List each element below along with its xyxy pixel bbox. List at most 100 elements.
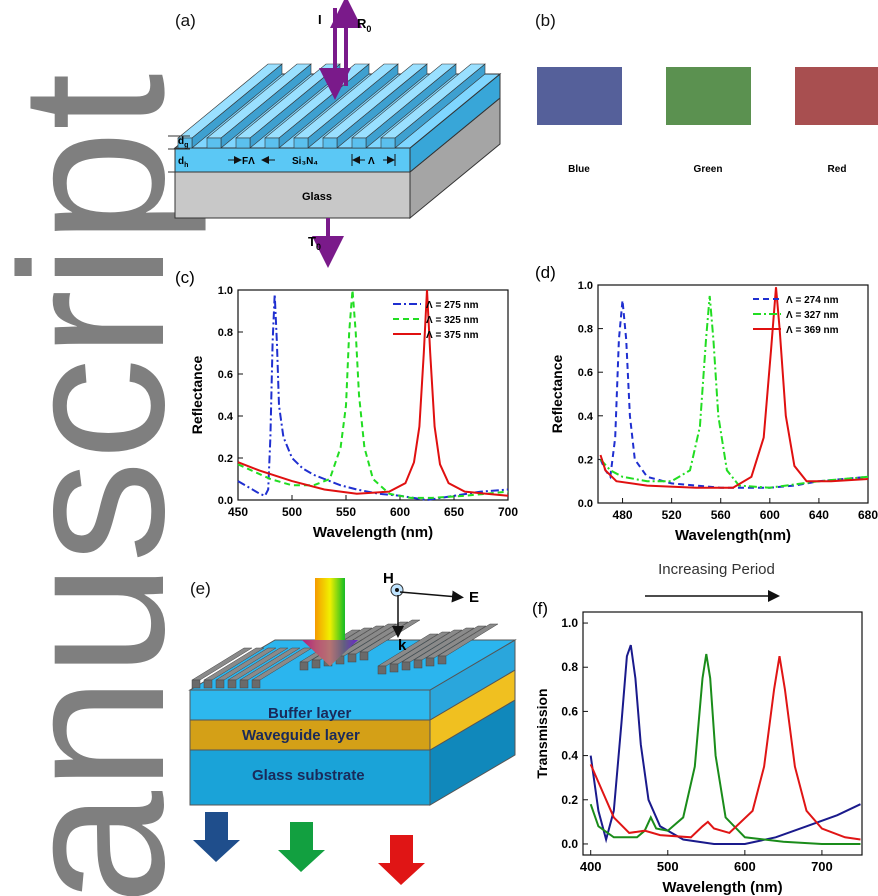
grating-bar-front: [239, 679, 249, 689]
series-line: [237, 289, 509, 497]
grating-bar-front: [425, 657, 435, 667]
fill-factor-label: FΛ: [242, 156, 255, 167]
grating-bar-front: [437, 655, 447, 665]
incident-label: I: [318, 12, 322, 27]
color-swatch: [795, 67, 878, 125]
ridge-front: [206, 137, 222, 149]
grating-bar-front: [347, 653, 357, 663]
x-tick-label: 520: [662, 508, 682, 522]
panel-label: (c): [175, 268, 195, 287]
swatch-label: Green: [694, 164, 723, 175]
color-swatch: [537, 67, 622, 125]
label-main: T: [308, 234, 316, 249]
x-tick-label: 680: [858, 508, 878, 522]
layer-depth-label: dh: [178, 156, 188, 169]
transmitted-label: T0: [308, 234, 321, 252]
y-tick-label: 0.8: [578, 324, 593, 336]
legend-label: Λ = 275 nm: [426, 300, 479, 311]
y-tick-label: 0.4: [561, 749, 578, 763]
h-field-label: H: [383, 570, 394, 587]
grating-bar-front: [203, 679, 213, 689]
watermark: anuscript: [0, 73, 207, 896]
x-tick-label: 480: [613, 508, 633, 522]
plot-frame: [582, 611, 863, 856]
ridge-front: [235, 137, 251, 149]
y-tick-label: 0.2: [218, 453, 233, 465]
x-tick-label: 500: [657, 859, 679, 874]
y-axis-title: Reflectance: [549, 354, 565, 433]
x-tick-label: 600: [734, 859, 756, 874]
x-tick-label: 600: [390, 505, 410, 519]
x-tick-label: 600: [760, 508, 780, 522]
label-main: d: [178, 136, 184, 147]
y-tick-label: 0.2: [561, 793, 578, 807]
grating-bar-front: [215, 679, 225, 689]
label-main: d: [178, 156, 184, 167]
period-label: Λ: [368, 156, 375, 167]
y-tick-label: 1.0: [218, 285, 233, 297]
y-tick-label: 0.8: [561, 660, 578, 674]
label-sub: 0: [316, 242, 321, 252]
legend-label: Λ = 325 nm: [426, 315, 479, 326]
legend-label: Λ = 375 nm: [426, 330, 479, 341]
grating-bar-front: [413, 659, 423, 669]
legend-label: Λ = 369 nm: [786, 325, 839, 336]
ridge-front: [351, 137, 367, 149]
glass-label: Glass substrate: [252, 767, 365, 784]
grating-bar-front: [401, 661, 411, 671]
x-axis-title: Wavelength (nm): [662, 879, 782, 896]
x-tick-label: 550: [336, 505, 356, 519]
plot-frame: [597, 284, 869, 504]
label-main: R: [357, 16, 367, 31]
y-tick-label: 1.0: [561, 616, 578, 630]
label-sub: 0: [366, 24, 371, 34]
grating-bar-front: [227, 679, 237, 689]
swatch-group: Blue Green Red: [537, 67, 878, 175]
y-tick-label: 0.6: [561, 704, 578, 718]
ridge-front: [293, 137, 309, 149]
ridge-front: [380, 137, 396, 149]
x-tick-label: 560: [711, 508, 731, 522]
series-line: [599, 295, 869, 489]
panel-label: (d): [535, 263, 556, 282]
x-axis-title: Wavelength (nm): [313, 524, 433, 541]
series-line: [237, 294, 509, 502]
legend-label: Λ = 327 nm: [786, 310, 839, 321]
ridge-front: [264, 137, 280, 149]
y-tick-label: 0.6: [218, 369, 233, 381]
y-tick-label: 0.8: [218, 327, 233, 339]
y-tick-label: 0.0: [218, 495, 233, 507]
y-tick-label: 0.2: [578, 454, 593, 466]
waveguide-label: Waveguide layer: [242, 727, 360, 744]
legend-label: Λ = 274 nm: [786, 295, 839, 306]
k-vector-label: k: [398, 637, 407, 654]
x-tick-label: 500: [282, 505, 302, 519]
grating-bar-front: [311, 659, 321, 669]
swatch-label: Red: [828, 164, 847, 175]
x-tick-label: 640: [809, 508, 829, 522]
series-line: [589, 656, 861, 841]
y-axis-title: Transmission: [534, 688, 550, 778]
grating-bar-front: [251, 679, 261, 689]
grating-depth-label: dg: [178, 136, 188, 149]
y-tick-label: 0.4: [218, 411, 234, 423]
x-tick-label: 650: [444, 505, 464, 519]
panel-e-diagram: [188, 578, 517, 885]
core-label: Si₃N₄: [292, 156, 318, 167]
ridge-front: [322, 137, 338, 149]
buffer-label: Buffer layer: [268, 705, 352, 722]
series-line: [599, 287, 869, 489]
y-axis-title: Reflectance: [189, 355, 205, 434]
y-tick-label: 0.0: [578, 498, 593, 510]
panel-a-diagram: [168, 0, 502, 268]
y-tick-label: 0.0: [561, 837, 578, 851]
panel-label: (e): [190, 579, 211, 598]
reflected-label: R0: [357, 16, 371, 34]
x-tick-label: 700: [498, 505, 518, 519]
label-sub: h: [184, 162, 188, 169]
panel-label: (b): [535, 11, 556, 30]
annotation: Increasing Period: [658, 561, 775, 578]
x-tick-label: 450: [228, 505, 248, 519]
x-axis-title: Wavelength(nm): [675, 527, 791, 544]
substrate-label: Glass: [302, 191, 332, 203]
